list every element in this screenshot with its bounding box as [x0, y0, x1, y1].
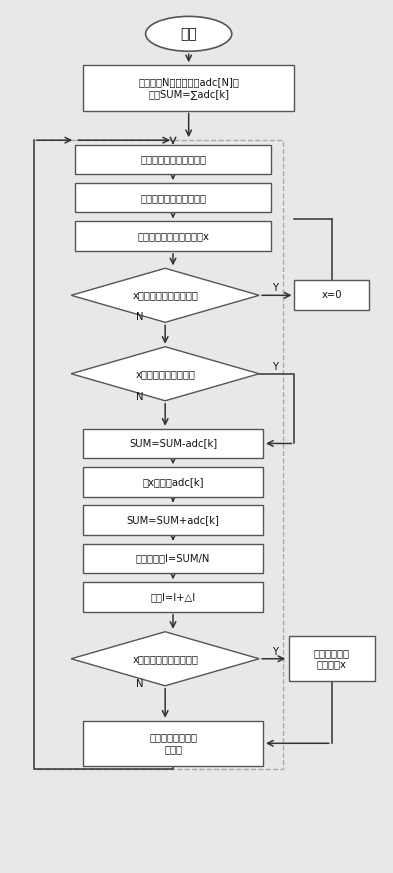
Text: 将x赋值给adc[k]: 将x赋值给adc[k] — [142, 477, 204, 487]
FancyBboxPatch shape — [75, 182, 271, 212]
FancyBboxPatch shape — [83, 544, 263, 574]
Text: 准备一个N个字的数组adc[N]和
一个SUM=∑adc[k]: 准备一个N个字的数组adc[N]和 一个SUM=∑adc[k] — [138, 77, 239, 99]
Text: SUM=SUM+adc[k]: SUM=SUM+adc[k] — [127, 515, 219, 526]
FancyBboxPatch shape — [83, 429, 263, 458]
FancyBboxPatch shape — [75, 221, 271, 251]
Polygon shape — [71, 347, 259, 401]
FancyBboxPatch shape — [83, 65, 294, 111]
Text: x大于可显示值的上限？: x大于可显示值的上限？ — [132, 654, 198, 663]
Text: 对比线圈曲线还原真实值x: 对比线圈曲线还原真实值x — [137, 231, 209, 241]
FancyBboxPatch shape — [288, 636, 375, 682]
Text: 除以采样电路的放大系数: 除以采样电路的放大系数 — [140, 193, 206, 203]
Text: 接收采样电路采到的数据: 接收采样电路采到的数据 — [140, 155, 206, 164]
FancyBboxPatch shape — [83, 582, 263, 612]
Text: Y: Y — [272, 647, 278, 656]
Text: x小于可显示值的下限？: x小于可显示值的下限？ — [132, 291, 198, 300]
Text: Y: Y — [272, 284, 278, 293]
Ellipse shape — [145, 17, 232, 52]
Text: N: N — [136, 312, 143, 322]
Polygon shape — [71, 268, 259, 322]
Text: N: N — [136, 679, 143, 689]
Text: 将可显示的上
限值赋给x: 将可显示的上 限值赋给x — [314, 648, 350, 670]
Text: 剩余电流值I=SUM/N: 剩余电流值I=SUM/N — [136, 553, 210, 564]
Text: 将采样值送入监控
器显示: 将采样值送入监控 器显示 — [149, 732, 197, 754]
FancyBboxPatch shape — [83, 467, 263, 497]
FancyBboxPatch shape — [75, 145, 271, 174]
Polygon shape — [71, 632, 259, 686]
Text: 校准I=I+△I: 校准I=I+△I — [151, 592, 196, 601]
Text: SUM=SUM-adc[k]: SUM=SUM-adc[k] — [129, 438, 217, 449]
Text: 开始: 开始 — [180, 27, 197, 41]
Text: Y: Y — [272, 361, 278, 372]
FancyBboxPatch shape — [294, 280, 369, 310]
Text: x是一个瞬时的尖峰？: x是一个瞬时的尖峰？ — [135, 368, 195, 379]
Text: x=0: x=0 — [321, 291, 342, 300]
FancyBboxPatch shape — [83, 505, 263, 535]
FancyBboxPatch shape — [83, 720, 263, 766]
Text: N: N — [136, 392, 143, 402]
